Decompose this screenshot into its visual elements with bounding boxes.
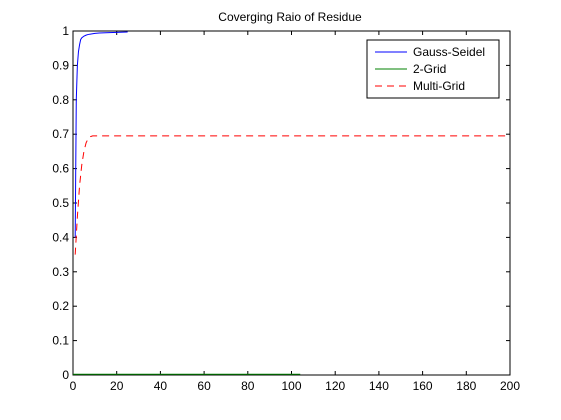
y-tick-label: 0.8	[52, 93, 69, 107]
y-tick-label: 0.5	[52, 196, 69, 210]
y-tick-label: 0.9	[52, 58, 69, 72]
y-tick-label: 0.6	[52, 162, 69, 176]
y-tick-label: 0.2	[52, 299, 69, 313]
x-tick-label: 40	[154, 379, 168, 393]
x-tick-label: 180	[456, 379, 476, 393]
axes: 0 20 40 60 80 100 120 140 160 180 200 0 0.1 0.2 0.3 0.4…	[52, 24, 520, 393]
x-tick-label: 0	[70, 379, 77, 393]
y-tick-label: 0	[62, 368, 69, 382]
series-line-gauss-seidel	[74, 31, 128, 238]
y-tick-label: 0.4	[52, 230, 69, 244]
y-tick-label: 0.7	[52, 127, 69, 141]
chart-title: Coverging Raio of Residue	[218, 10, 362, 24]
y-tick-label: 0.1	[52, 334, 69, 348]
x-tick-label: 100	[281, 379, 301, 393]
series-line-multi-grid	[74, 135, 510, 255]
legend: Gauss-Seidel 2-Grid Multi-Grid	[366, 39, 500, 99]
x-tick-label: 160	[413, 379, 433, 393]
legend-label: Gauss-Seidel	[413, 45, 485, 59]
series-layer	[73, 31, 510, 375]
x-tick-label: 200	[500, 379, 520, 393]
x-tick-label: 80	[241, 379, 255, 393]
x-tick-label: 20	[110, 379, 124, 393]
legend-label: 2-Grid	[413, 62, 446, 76]
legend-label: Multi-Grid	[413, 79, 465, 93]
x-tick-label: 60	[197, 379, 211, 393]
y-tick-label: 0.3	[52, 265, 69, 279]
x-tick-label: 120	[325, 379, 345, 393]
y-tick-label: 1	[62, 24, 69, 38]
x-tick-label: 140	[369, 379, 389, 393]
